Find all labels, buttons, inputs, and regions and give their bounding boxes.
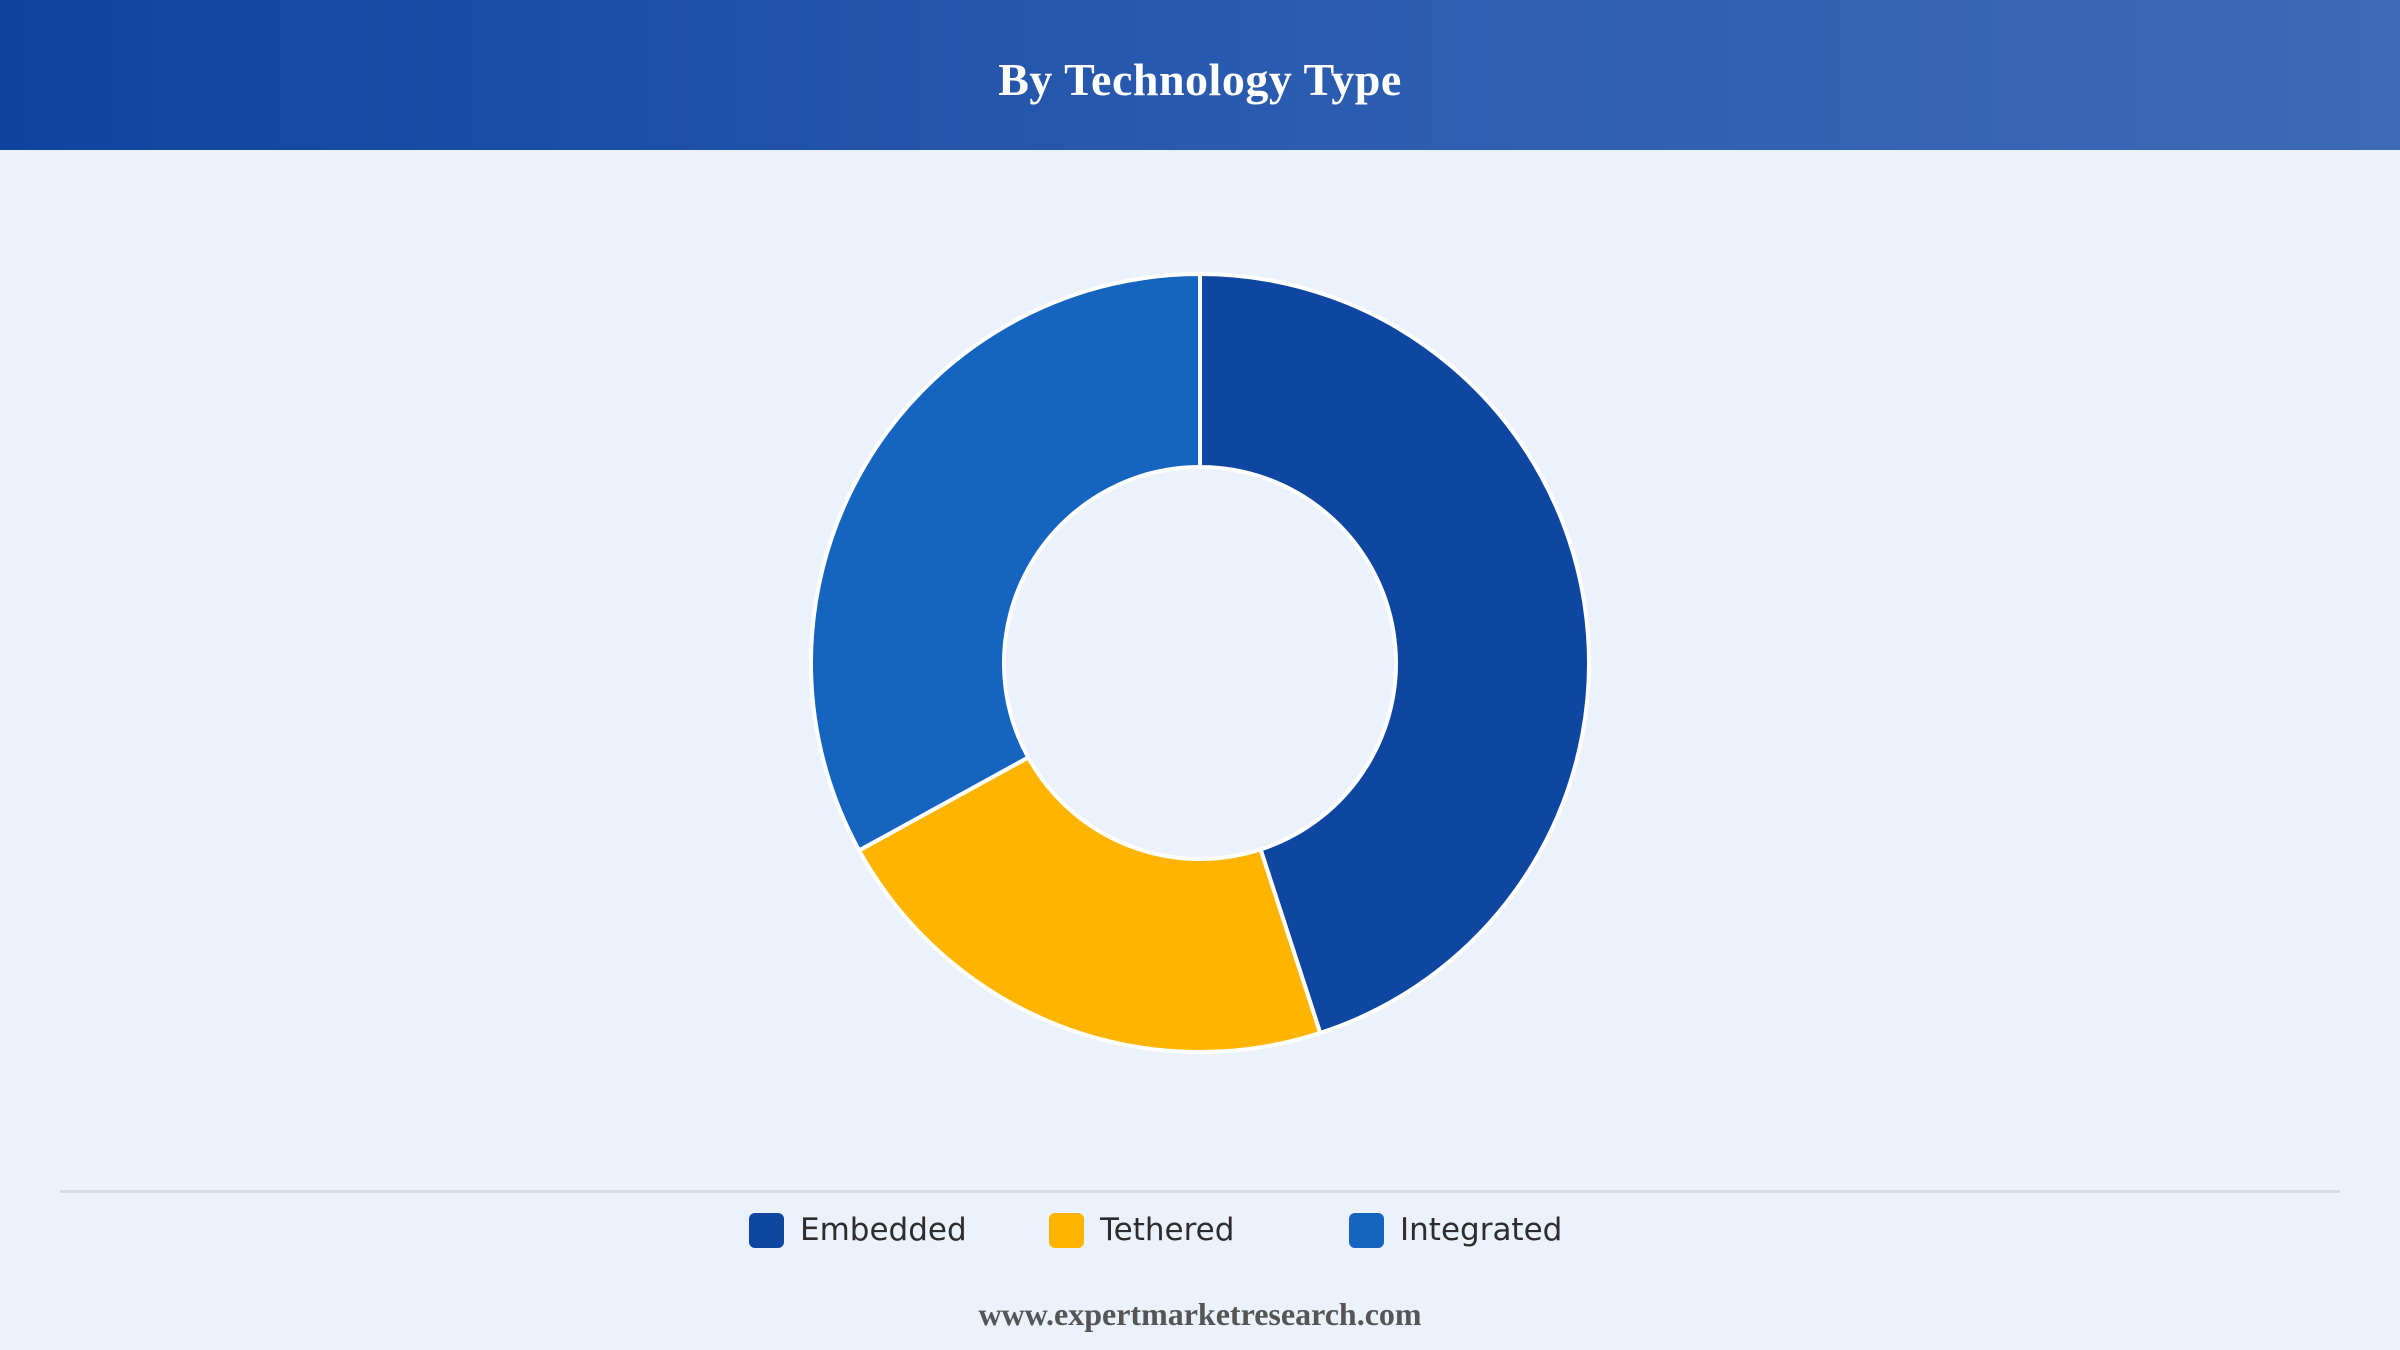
- source-url: www.expertmarketresearch.com: [978, 1296, 1422, 1332]
- legend-label-tethered: Tethered: [1100, 1212, 1235, 1248]
- legend-divider: [60, 1190, 2340, 1193]
- legend-item-tethered: Tethered: [1049, 1205, 1234, 1255]
- legend-item-embedded: Embedded: [749, 1205, 967, 1255]
- legend-swatch-integrated: [1349, 1212, 1384, 1248]
- legend: Embedded Tethered Integrated: [0, 1205, 2400, 1255]
- legend-label-integrated: Integrated: [1400, 1212, 1563, 1248]
- header-banner: [0, 0, 2400, 150]
- legend-swatch-embedded: [749, 1212, 784, 1248]
- legend-item-integrated: Integrated: [1349, 1205, 1562, 1255]
- chart-title: By Technology Type: [998, 54, 1402, 105]
- donut-slice-tethered: [857, 755, 1323, 1054]
- donut-slice-embedded: [1198, 272, 1591, 1035]
- legend-label-embedded: Embedded: [800, 1212, 967, 1248]
- legend-swatch-tethered: [1049, 1212, 1084, 1248]
- donut-slice-integrated: [809, 272, 1202, 853]
